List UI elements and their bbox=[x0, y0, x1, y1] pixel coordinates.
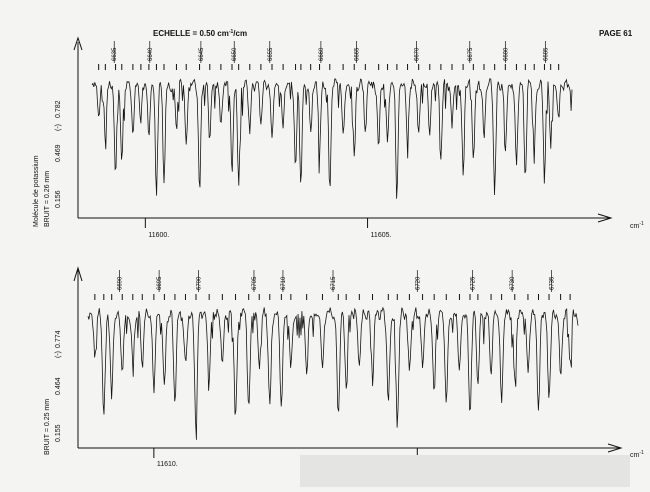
y-axis-panel-2 bbox=[73, 266, 83, 448]
page-number: PAGE 61 bbox=[599, 29, 633, 38]
line-number-label: 6640 bbox=[148, 47, 154, 61]
line-number-label: 6710 bbox=[281, 276, 287, 290]
line-number-label: 6675 bbox=[468, 47, 474, 61]
scan-artifact bbox=[300, 455, 630, 487]
line-number-label: 6725 bbox=[471, 276, 477, 290]
line-number-label: 6730 bbox=[510, 276, 516, 290]
line-number-label: 6645 bbox=[199, 47, 205, 61]
x-tick-label: 11610. bbox=[157, 461, 178, 468]
scale-label: ECHELLE = 0.50 cm-1/cm bbox=[153, 29, 247, 38]
noise-label-panel-2: BRUIT = 0.25 mm bbox=[44, 399, 51, 455]
y-tick-label: 0.774 bbox=[55, 330, 62, 348]
spectrum-panel-1: cm-1 Molécule de potassium BRUIT = 0.26 … bbox=[33, 36, 644, 239]
y-tick-label: 0.156 bbox=[55, 190, 62, 208]
line-number-label: 6715 bbox=[331, 276, 337, 290]
line-number-label: 6665 bbox=[354, 47, 360, 61]
x-tick-label: 11600. bbox=[148, 232, 169, 239]
line-number-label: 6695 bbox=[157, 276, 163, 290]
y-tick-label: 0.464 bbox=[55, 377, 62, 395]
line-number-label: 6635 bbox=[112, 47, 118, 61]
x-tick-label: 11605. bbox=[371, 232, 392, 239]
y-tick-label: 0.469 bbox=[55, 144, 62, 162]
spectrum-line bbox=[91, 78, 573, 199]
y-axis-panel-1 bbox=[73, 36, 83, 218]
line-number-label: 6685 bbox=[543, 47, 549, 61]
line-number-label: 6660 bbox=[319, 47, 325, 61]
line-number-label: 6670 bbox=[414, 47, 420, 61]
line-number-label: 6705 bbox=[252, 276, 258, 290]
noise-label-panel-1: BRUIT = 0.26 mm bbox=[44, 171, 51, 227]
x-axis-panel-1 bbox=[78, 213, 613, 223]
line-number-label: 6680 bbox=[503, 47, 509, 61]
spectrum-line bbox=[87, 306, 579, 440]
line-number-label: 6690 bbox=[118, 276, 124, 290]
line-number-label: 6720 bbox=[415, 276, 421, 290]
x-axis-panel-2 bbox=[78, 443, 623, 453]
spectrum-panel-2: cm-1 BRUIT = 0.25 mm 0.155 0.464 0.774 (… bbox=[44, 266, 644, 468]
x-unit-label-panel-1: cm-1 bbox=[630, 221, 644, 230]
molecule-label-panel-1: Molécule de potassium bbox=[33, 155, 40, 227]
y-scale-marker-panel-2: (-) bbox=[55, 351, 62, 358]
line-number-label: 6700 bbox=[197, 276, 203, 290]
line-number-label: 6735 bbox=[550, 276, 556, 290]
x-unit-label-panel-2: cm-1 bbox=[630, 450, 644, 459]
y-tick-label: 0.155 bbox=[55, 424, 62, 442]
line-number-label: 6655 bbox=[268, 47, 274, 61]
line-number-label: 6650 bbox=[232, 47, 238, 61]
y-scale-marker-panel-1: (-) bbox=[55, 124, 62, 131]
y-tick-label: 0.782 bbox=[55, 100, 62, 118]
